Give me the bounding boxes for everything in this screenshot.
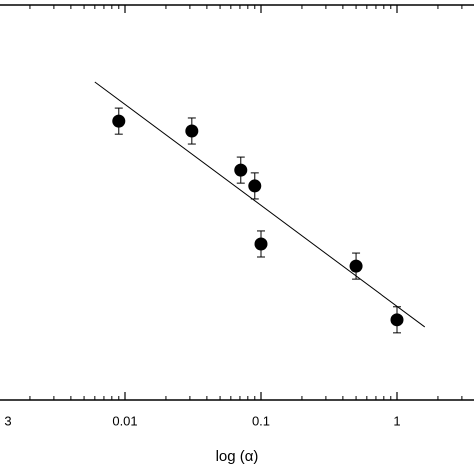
point [390, 313, 404, 327]
x-tick-label: 0.01 [112, 413, 137, 428]
point [185, 124, 199, 138]
point [234, 163, 248, 177]
x-tick-label: 1 [393, 413, 400, 428]
point [349, 259, 363, 273]
point [248, 179, 262, 193]
x-tick-label: 0.1 [252, 413, 270, 428]
point [254, 237, 268, 251]
fit-line [94, 81, 426, 328]
x-axis-label: log (α) [216, 448, 259, 465]
x-tick-label: 3 [4, 413, 11, 428]
point [112, 114, 126, 128]
